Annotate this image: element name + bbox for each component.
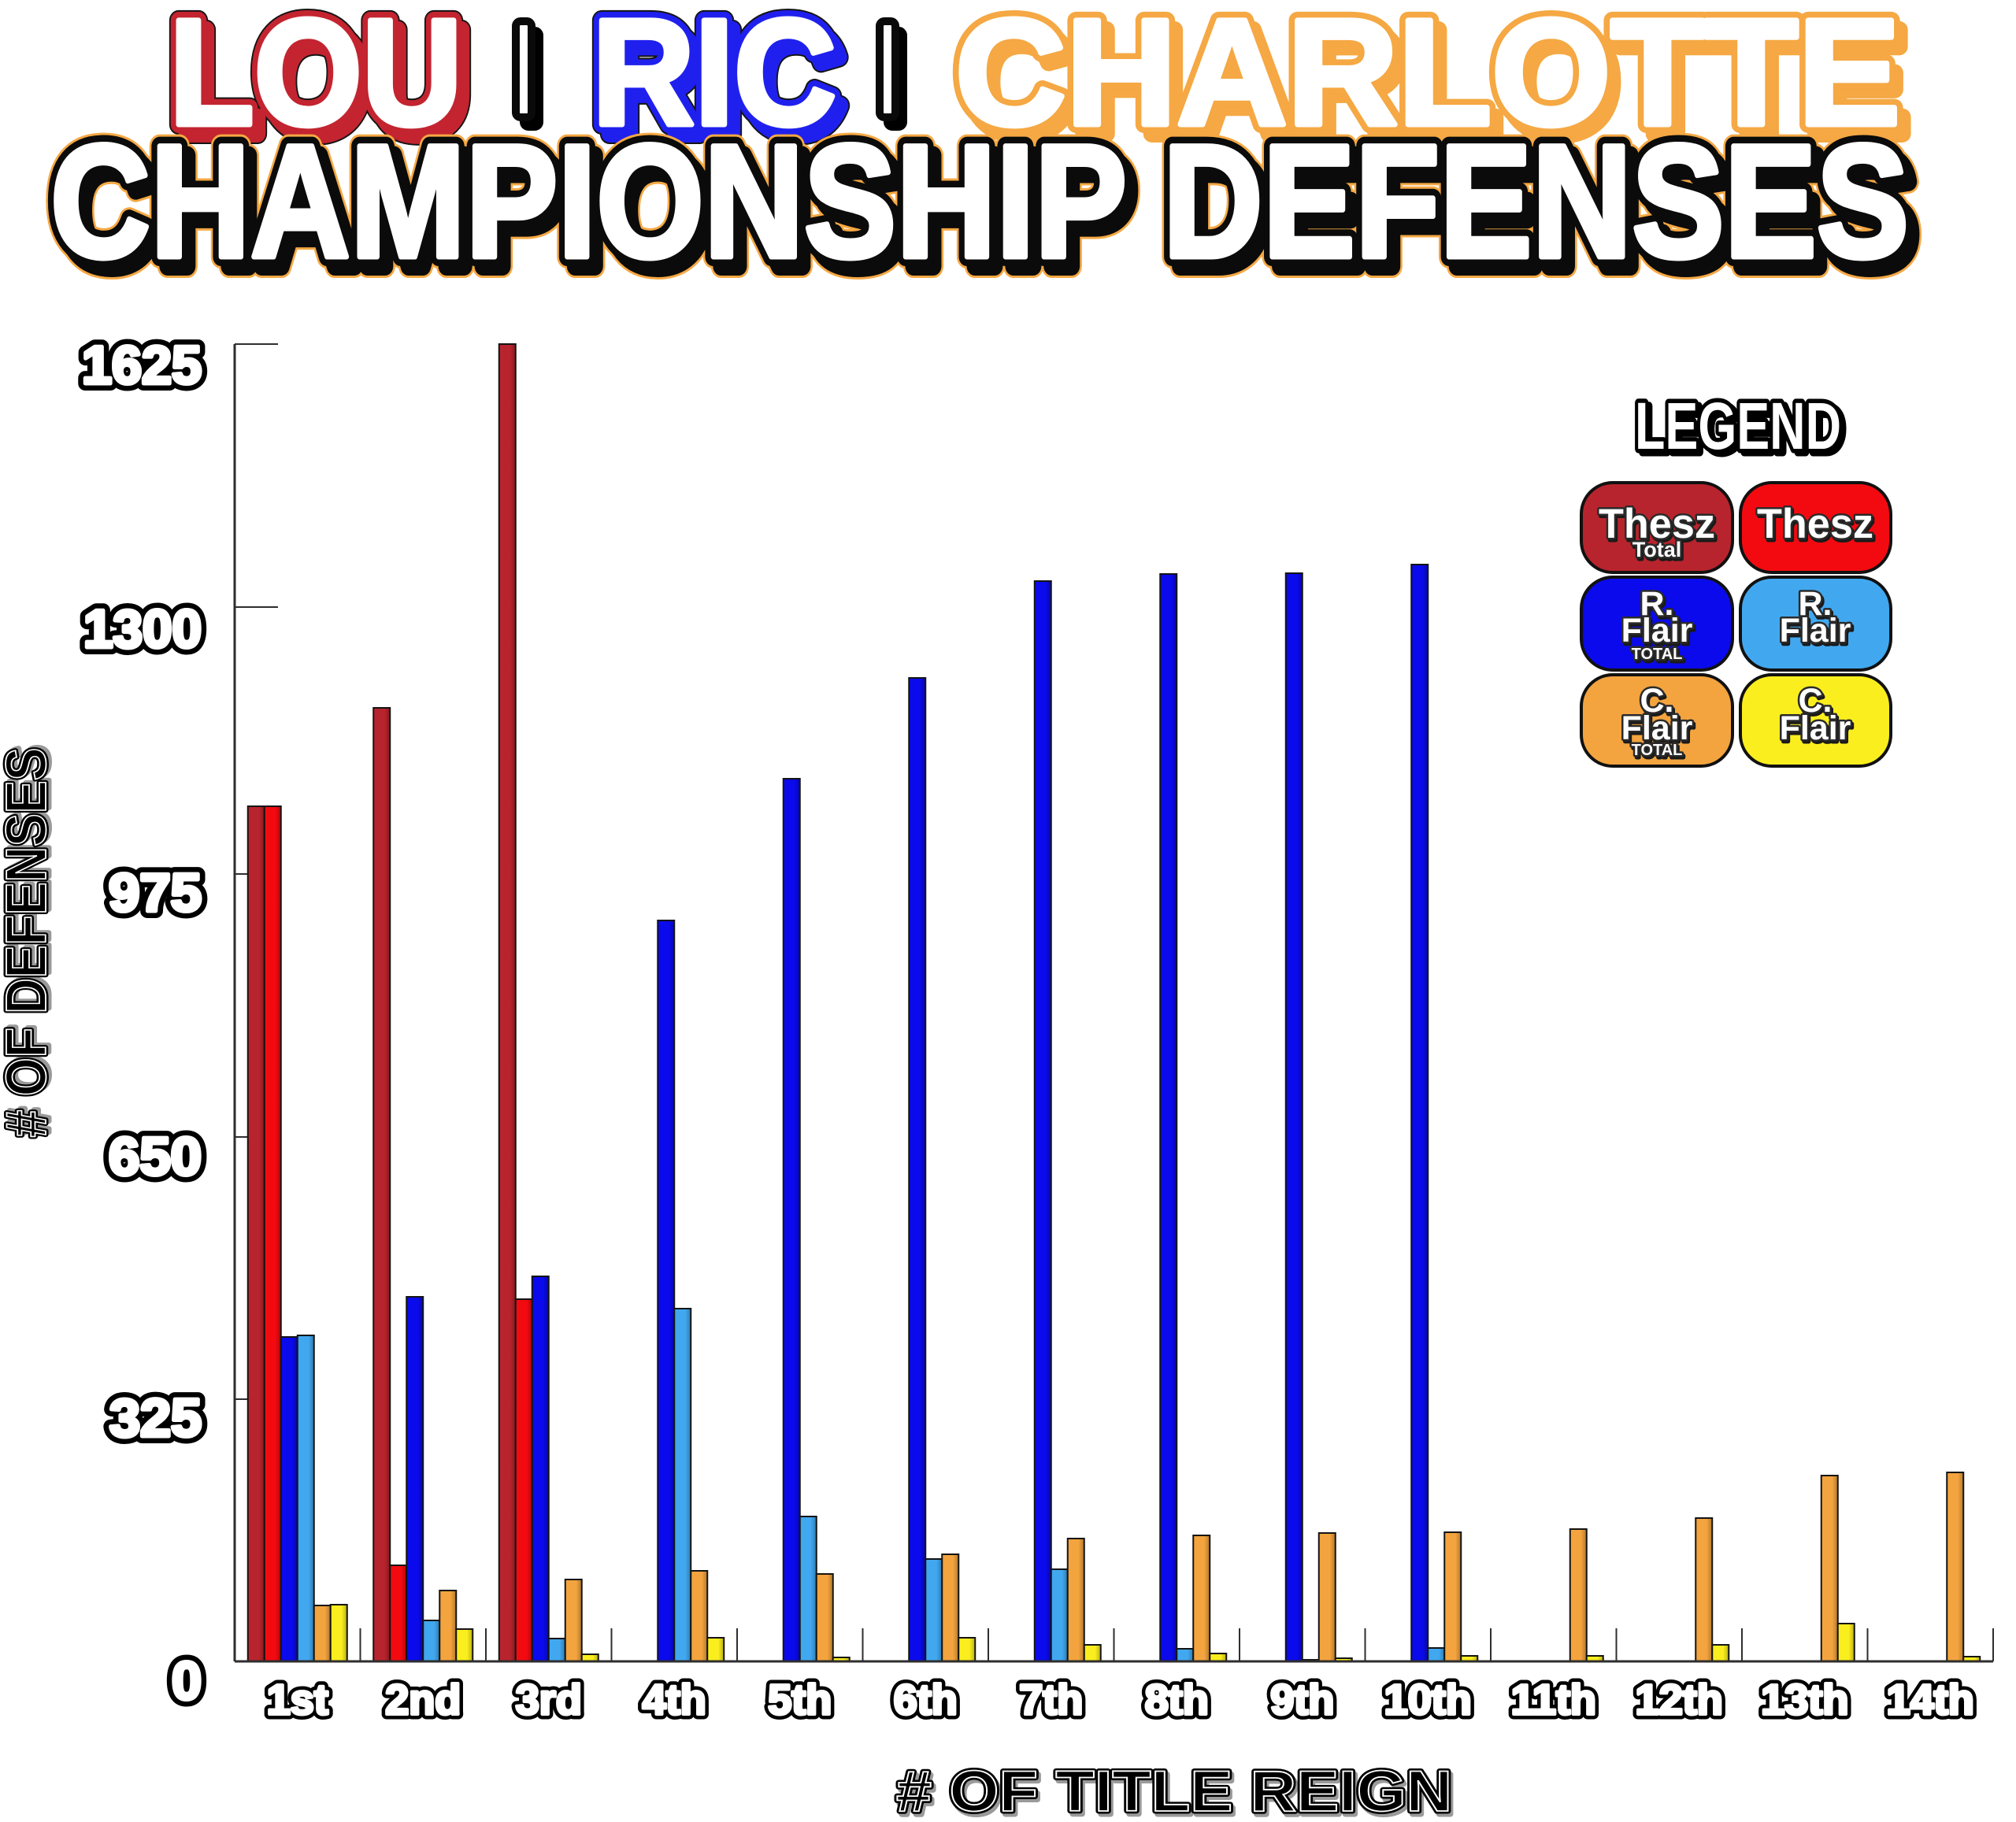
svg-text:975: 975: [109, 863, 202, 923]
svg-text:# OF DEFENSES: # OF DEFENSES: [0, 748, 58, 1138]
svg-text:2nd: 2nd: [385, 1676, 461, 1724]
svg-text:650: 650: [109, 1127, 202, 1187]
svg-text:3rd: 3rd: [516, 1676, 582, 1724]
svg-text:4th: 4th: [643, 1676, 706, 1724]
svg-text:CHAMPIONSHIP DEFENSES: CHAMPIONSHIP DEFENSES: [50, 112, 1909, 291]
svg-text:9th: 9th: [1270, 1676, 1334, 1724]
svg-text:TOTAL: TOTAL: [1632, 646, 1683, 663]
svg-text:LOU: LOU: [177, 0, 470, 166]
svg-text:1625: 1625: [82, 335, 202, 395]
svg-text:# OF DEFENSES: # OF DEFENSES: [0, 748, 58, 1138]
svg-text:2nd: 2nd: [385, 1676, 461, 1724]
svg-text:CHARLOTTE: CHARLOTTE: [963, 0, 1908, 166]
svg-text:11th: 11th: [1511, 1676, 1596, 1724]
svg-text:LOU: LOU: [169, 0, 462, 157]
svg-text:CHAMPIONSHIP DEFENSES: CHAMPIONSHIP DEFENSES: [50, 112, 1909, 291]
svg-text:13th: 13th: [1761, 1676, 1848, 1724]
svg-text:Flair: Flair: [1780, 709, 1851, 747]
svg-text:650: 650: [109, 1127, 202, 1187]
svg-text:5th: 5th: [768, 1676, 832, 1724]
svg-text:9th: 9th: [1270, 1676, 1334, 1724]
svg-text:4th: 4th: [643, 1676, 706, 1724]
svg-text:CHAMPIONSHIP DEFENSES: CHAMPIONSHIP DEFENSES: [50, 112, 1909, 291]
svg-text:14th: 14th: [1887, 1676, 1974, 1724]
svg-text:Total: Total: [1632, 538, 1682, 561]
svg-text:975: 975: [109, 863, 202, 923]
svg-text:Flair: Flair: [1780, 612, 1851, 650]
svg-text:1st: 1st: [267, 1676, 328, 1724]
svg-text:10th: 10th: [1384, 1676, 1472, 1724]
svg-text:C.: C.: [1640, 682, 1674, 720]
svg-text:Flair: Flair: [1621, 612, 1693, 650]
svg-text:LOU: LOU: [177, 0, 470, 166]
svg-text:Flair: Flair: [1781, 712, 1853, 750]
svg-text:C.: C.: [1800, 684, 1834, 722]
svg-text:R.: R.: [1799, 585, 1833, 623]
svg-text:Thesz: Thesz: [1599, 501, 1715, 547]
svg-text:Thesz: Thesz: [1758, 503, 1875, 550]
svg-text:RIC: RIC: [592, 0, 836, 157]
svg-text:RIC: RIC: [592, 0, 836, 157]
svg-text:R.: R.: [1640, 585, 1674, 623]
svg-text:14th: 14th: [1887, 1676, 1974, 1724]
svg-text:7th: 7th: [1019, 1676, 1083, 1724]
svg-text:Flair: Flair: [1621, 709, 1693, 747]
svg-text:12th: 12th: [1636, 1676, 1723, 1724]
svg-text:5th: 5th: [768, 1676, 832, 1724]
svg-text:Flair: Flair: [1781, 614, 1853, 652]
svg-text:1st: 1st: [267, 1676, 328, 1724]
svg-text:1300: 1300: [83, 599, 202, 659]
svg-text:CHARLOTTE: CHARLOTTE: [955, 0, 1900, 157]
svg-text:RIC: RIC: [600, 0, 844, 166]
svg-text:TOTAL: TOTAL: [1633, 648, 1684, 665]
svg-text:0: 0: [172, 1651, 202, 1711]
svg-text:Thesz: Thesz: [1600, 503, 1717, 550]
svg-text:1625: 1625: [82, 335, 202, 395]
svg-text:Flair: Flair: [1623, 712, 1695, 750]
svg-text:6th: 6th: [894, 1676, 958, 1724]
svg-text:Total: Total: [1634, 540, 1684, 564]
svg-text:7th: 7th: [1019, 1676, 1083, 1724]
svg-text:# OF TITLE REIGN: # OF TITLE REIGN: [896, 1760, 1452, 1822]
svg-text:LEGEND: LEGEND: [1635, 389, 1841, 463]
svg-text:12th: 12th: [1636, 1676, 1723, 1724]
svg-text:8th: 8th: [1145, 1676, 1209, 1724]
svg-text:LOU: LOU: [169, 0, 462, 157]
svg-text:325: 325: [109, 1388, 202, 1448]
svg-text:10th: 10th: [1384, 1676, 1472, 1724]
svg-text:R.: R.: [1800, 587, 1834, 625]
svg-text:C.: C.: [1799, 682, 1833, 720]
svg-text:13th: 13th: [1761, 1676, 1848, 1724]
svg-text:Thesz: Thesz: [1757, 501, 1873, 547]
svg-text:LOU: LOU: [169, 0, 462, 157]
svg-text:CHAMPIONSHIP DEFENSES: CHAMPIONSHIP DEFENSES: [58, 121, 1917, 301]
svg-text:3rd: 3rd: [516, 1676, 582, 1724]
svg-text:1300: 1300: [83, 599, 202, 659]
svg-text:6th: 6th: [894, 1676, 958, 1724]
svg-text:CHARLOTTE: CHARLOTTE: [955, 0, 1900, 157]
svg-text:RIC: RIC: [600, 0, 844, 166]
svg-text:11th: 11th: [1511, 1676, 1596, 1724]
svg-text:C.: C.: [1642, 684, 1676, 722]
svg-text:8th: 8th: [1145, 1676, 1209, 1724]
svg-text:# OF TITLE REIGN: # OF TITLE REIGN: [899, 1763, 1455, 1822]
svg-text:R.: R.: [1642, 587, 1676, 625]
svg-text:# OF DEFENSES: # OF DEFENSES: [0, 746, 61, 1135]
svg-text:LEGEND: LEGEND: [1639, 392, 1845, 466]
svg-text:CHAMPIONSHIP DEFENSES: CHAMPIONSHIP DEFENSES: [58, 121, 1917, 301]
svg-text:# OF TITLE REIGN: # OF TITLE REIGN: [896, 1760, 1452, 1822]
svg-text:TOTAL: TOTAL: [1632, 742, 1683, 759]
svg-text:TOTAL: TOTAL: [1633, 744, 1684, 761]
svg-text:325: 325: [109, 1388, 202, 1448]
svg-text:RIC: RIC: [592, 0, 836, 157]
svg-text:0: 0: [172, 1651, 202, 1711]
svg-text:Flair: Flair: [1623, 614, 1695, 652]
